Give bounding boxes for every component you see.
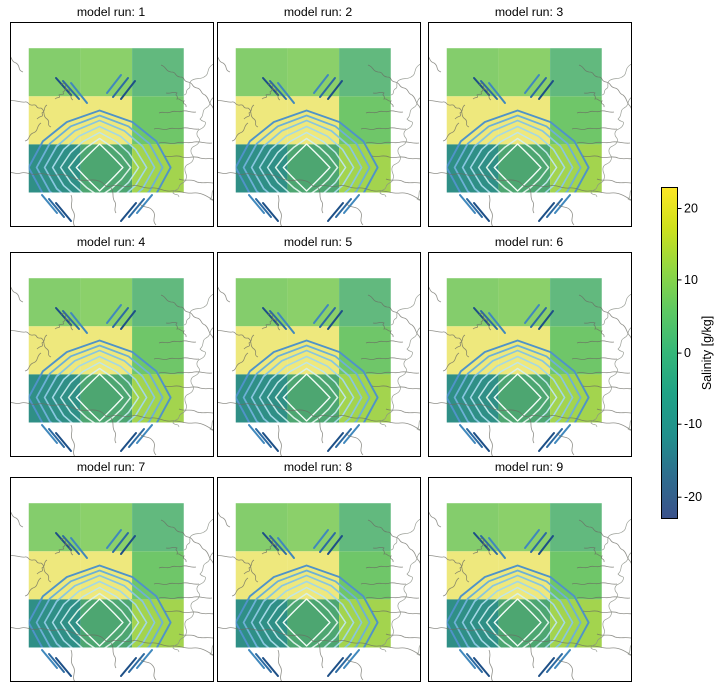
svg-text:10: 10: [684, 273, 698, 287]
svg-text:-10: -10: [684, 417, 702, 431]
svg-text:0: 0: [684, 346, 691, 360]
svg-text:-20: -20: [684, 490, 702, 504]
svg-text:20: 20: [684, 202, 698, 216]
